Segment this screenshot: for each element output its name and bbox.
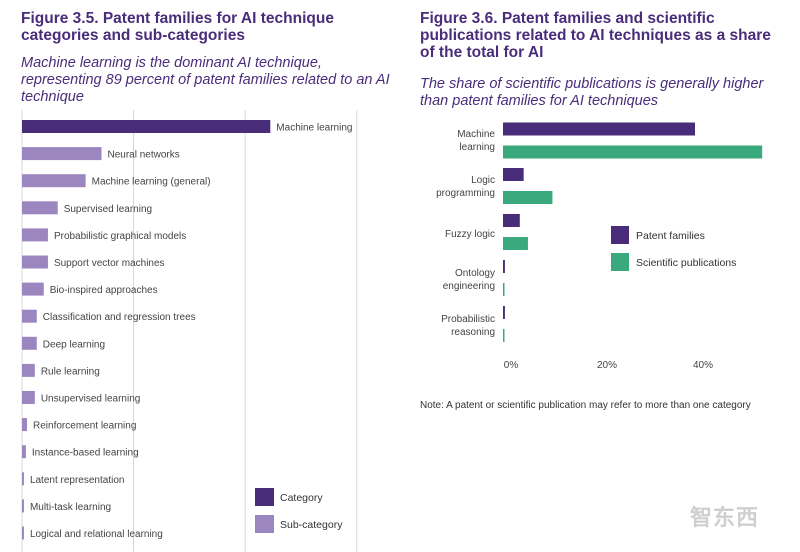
bar-label-bio-inspired-approaches: Bio-inspired approaches: [50, 285, 158, 296]
legend-swatch-patent-families: [611, 226, 629, 244]
bar-label-classification-and-regression-trees: Classification and regression trees: [43, 312, 196, 323]
bar-label-support-vector-machines: Support vector machines: [54, 258, 165, 269]
bar-latent-representation: [22, 472, 24, 486]
bar-deep-learning: [22, 336, 37, 350]
x-tick-label-1: 20%: [597, 360, 617, 371]
bar-ontology-engineering-patent-families: [503, 260, 505, 273]
left-figure-subtitle: Machine learning is the dominant AI tech…: [21, 55, 390, 105]
category-label-fuzzy-logic: Fuzzy logic: [445, 229, 495, 240]
category-label-logic-programming-line-2: programming: [436, 188, 495, 199]
bar-label-neural-networks: Neural networks: [108, 150, 180, 161]
bar-label-deep-learning: Deep learning: [43, 339, 105, 350]
bar-label-latent-representation: Latent representation: [30, 475, 125, 486]
bar-supervised-learning: [22, 201, 58, 215]
share-comparison-bar-chart: Machine learning Logic programming Fuzzy log…: [436, 122, 763, 371]
bar-logical-and-relational-learning: [22, 526, 24, 540]
bar-label-multi-task-learning: Multi-task learning: [30, 502, 111, 513]
category-label-ontology-engineering-line-1: Ontology: [455, 268, 495, 279]
right-figure-subtitle: The share of scientific publications is …: [420, 76, 764, 109]
bar-bio-inspired-approaches: [22, 282, 44, 296]
bar-label-machine-learning: Machine learning: [276, 123, 352, 134]
bar-logic-programming-scientific-publications: [503, 191, 553, 204]
bar-rule-learning: [22, 363, 35, 377]
bar-label-rule-learning: Rule learning: [41, 366, 100, 377]
category-label-probabilistic-reasoning-line-1: Probabilistic: [441, 314, 495, 325]
bar-ontology-engineering-scientific-publications: [503, 283, 505, 296]
left-figure-panel: Figure 3.5. Patent families for AI techn…: [21, 10, 390, 552]
legend-label-category: Category: [280, 492, 323, 504]
bar-reinforcement-learning: [22, 418, 28, 432]
legend-label-sub-category: Sub-category: [280, 519, 343, 531]
bar-instance-based-learning: [22, 445, 26, 459]
bar-neural-networks: [22, 147, 102, 161]
bar-classification-and-regression-trees: [22, 309, 37, 323]
category-label-logic-programming-line-1: Logic: [471, 175, 495, 186]
bar-probabilistic-reasoning-patent-families: [503, 306, 505, 319]
legend-label-patent-families: Patent families: [636, 230, 705, 242]
figure-note: Note: A patent or scientific publication…: [420, 400, 751, 411]
category-label-ontology-engineering-line-2: engineering: [443, 281, 495, 292]
bar-label-machine-learning-general: Machine learning (general): [92, 177, 211, 188]
bar-label-logical-and-relational-learning: Logical and relational learning: [30, 529, 163, 540]
bar-label-probabilistic-graphical-models: Probabilistic graphical models: [54, 231, 186, 242]
bar-probabilistic-graphical-models: [22, 228, 48, 242]
bar-machine-learning-general: [22, 174, 86, 188]
category-label-machine-learning-line-2: learning: [459, 142, 495, 153]
bar-label-unsupervised-learning: Unsupervised learning: [41, 394, 141, 405]
bar-unsupervised-learning: [22, 391, 35, 404]
bar-fuzzy-logic-scientific-publications: [503, 237, 528, 250]
bar-logic-programming-patent-families: [503, 168, 524, 181]
right-figure-title: Figure 3.6. Patent families and scientif…: [420, 10, 771, 61]
bar-fuzzy-logic-patent-families: [503, 214, 520, 227]
legend-label-scientific-publications: Scientific publications: [636, 257, 736, 269]
bar-machine-learning-patent-families: [503, 122, 695, 136]
left-figure-title: Figure 3.5. Patent families for AI techn…: [21, 10, 334, 44]
legend-swatch-category: [255, 488, 274, 506]
bar-label-supervised-learning: Supervised learning: [64, 204, 152, 215]
bar-machine-learning-scientific-publications: [503, 145, 763, 159]
bar-label-instance-based-learning: Instance-based learning: [32, 448, 139, 459]
bar-label-reinforcement-learning: Reinforcement learning: [33, 421, 136, 432]
x-tick-label-2: 40%: [693, 360, 713, 371]
right-figure-panel: Figure 3.6. Patent families and scientif…: [400, 0, 800, 552]
bar-probabilistic-reasoning-scientific-publications: [503, 329, 505, 342]
bar-machine-learning: [22, 120, 271, 133]
category-label-machine-learning-line-1: Machine: [457, 129, 495, 140]
legend-swatch-scientific-publications: [611, 253, 629, 271]
category-label-probabilistic-reasoning-line-2: reasoning: [451, 327, 495, 338]
bar-support-vector-machines: [22, 255, 48, 269]
bar-multi-task-learning: [22, 499, 24, 513]
watermark-text: 智东西: [690, 505, 760, 530]
x-tick-label-0: 0%: [504, 360, 519, 371]
patent-families-bar-chart: Machine learning Neural networks Machine l…: [21, 110, 358, 552]
legend-swatch-sub-category: [255, 515, 274, 533]
